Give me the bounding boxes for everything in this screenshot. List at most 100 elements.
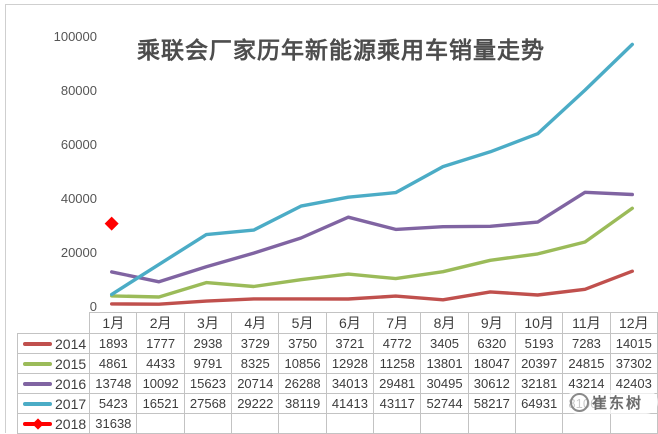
legend-year-label: 2017 <box>55 395 87 412</box>
value-cell-2017-m11: 81067 <box>562 393 611 414</box>
value-cell-2016-m8: 30495 <box>420 373 469 394</box>
month-header-5月: 5月 <box>278 312 327 334</box>
value-cell-2015-m2: 4433 <box>136 353 185 374</box>
table-row-2014: 2014 1893 1777 2938 3729 3750 3721 4772 3405 6320… <box>16 333 658 354</box>
value-cell-2016-m1: 13748 <box>89 373 138 394</box>
legend-year-label: 2015 <box>55 355 87 372</box>
value-cell-2014-m3: 2938 <box>183 333 233 354</box>
legend-year-label: 2016 <box>55 375 87 392</box>
series-line-2014 <box>109 269 634 306</box>
table-corner-blank <box>18 313 90 334</box>
value-cell-2015-m3: 9791 <box>183 353 233 374</box>
value-cell-2017-m12 <box>609 393 658 414</box>
value-cell-2018-m1: 31638 <box>89 413 138 434</box>
value-cell-2017-m5: 38119 <box>278 393 327 414</box>
y-axis-tick-40000: 40000 <box>60 191 97 206</box>
value-cell-2014-m2: 1777 <box>136 333 185 354</box>
legend-year-label: 2018 <box>55 415 87 432</box>
month-header-6月: 6月 <box>325 312 375 334</box>
table-header-row: 1月 2月 3月 4月 5月 6月 7月 8月 9月 10月 11月 12月 <box>18 312 658 334</box>
value-cell-2015-m6: 12928 <box>325 353 375 374</box>
value-cell-2017-m9: 58217 <box>467 393 516 414</box>
legend-line-swatch-2015 <box>23 361 53 366</box>
value-cell-2016-m6: 34013 <box>325 373 375 394</box>
month-header-11月: 11月 <box>562 312 611 334</box>
value-cell-2016-m4: 20714 <box>231 373 280 394</box>
value-cell-2017-m6: 41413 <box>325 393 375 414</box>
table-row-2017: 2017 5423 16521 27568 29222 38119 41413 43117 52… <box>16 393 658 414</box>
value-cell-2016-m5: 26288 <box>278 373 327 394</box>
value-cell-2014-m10: 5193 <box>514 333 564 354</box>
value-cell-2015-m5: 10856 <box>278 353 327 374</box>
value-cell-2016-m11: 43214 <box>562 373 611 394</box>
legend-cell-2014: 2014 <box>16 333 91 354</box>
y-axis-tick-0: 0 <box>89 299 97 314</box>
month-header-3月: 3月 <box>183 312 233 334</box>
value-cell-2016-m10: 32181 <box>514 373 564 394</box>
legend-cell-2017: 2017 <box>16 393 91 414</box>
value-cell-2015-m7: 11258 <box>373 353 422 374</box>
month-header-1月: 1月 <box>89 312 138 334</box>
data-table: 1月 2月 3月 4月 5月 6月 7月 8月 9月 10月 11月 12月 2014 1893 1777 2… <box>16 312 658 434</box>
value-cell-2018-m6 <box>325 413 375 434</box>
legend-line-swatch-2018 <box>23 417 53 430</box>
value-cell-2015-m9: 18047 <box>467 353 516 374</box>
value-cell-2017-m10: 64931 <box>514 393 564 414</box>
value-cell-2015-m10: 20397 <box>514 353 564 374</box>
month-header-12月: 12月 <box>609 312 658 334</box>
value-cell-2014-m6: 3721 <box>325 333 375 354</box>
value-cell-2018-m7 <box>373 413 422 434</box>
y-axis-tick-80000: 80000 <box>60 83 97 98</box>
value-cell-2018-m12 <box>609 413 658 434</box>
month-header-7月: 7月 <box>373 312 422 334</box>
value-cell-2017-m3: 27568 <box>183 393 233 414</box>
value-cell-2015-m12: 37302 <box>609 353 658 374</box>
value-cell-2018-m5 <box>278 413 327 434</box>
value-cell-2014-m5: 3750 <box>278 333 327 354</box>
value-cell-2017-m2: 16521 <box>136 393 185 414</box>
value-cell-2018-m3 <box>183 413 233 434</box>
value-cell-2014-m8: 3405 <box>420 333 469 354</box>
value-cell-2016-m3: 15623 <box>183 373 233 394</box>
series-line-2016 <box>109 190 634 284</box>
value-cell-2017-m4: 29222 <box>231 393 280 414</box>
table-row-2016: 2016 13748 10092 15623 20714 26288 34013 29481 3… <box>16 373 658 394</box>
series-line-2017 <box>109 42 634 297</box>
value-cell-2017-m8: 52744 <box>420 393 469 414</box>
value-cell-2014-m12: 14015 <box>609 333 658 354</box>
legend-cell-2015: 2015 <box>16 353 91 374</box>
value-cell-2014-m11: 7283 <box>562 333 611 354</box>
value-cell-2017-m1: 5423 <box>89 393 138 414</box>
month-header-2月: 2月 <box>136 312 185 334</box>
value-cell-2014-m9: 6320 <box>467 333 516 354</box>
value-cell-2015-m8: 13801 <box>420 353 469 374</box>
y-axis-tick-100000: 100000 <box>53 29 97 44</box>
value-cell-2018-m9 <box>467 413 516 434</box>
value-cell-2016-m7: 29481 <box>373 373 422 394</box>
legend-line-swatch-2014 <box>23 341 53 346</box>
legend-line-swatch-2016 <box>23 381 53 386</box>
legend-cell-2018: 2018 <box>16 413 91 434</box>
value-cell-2018-m8 <box>420 413 469 434</box>
legend-diamond-marker <box>31 417 44 430</box>
value-cell-2014-m7: 4772 <box>373 333 422 354</box>
value-cell-2015-m4: 8325 <box>231 353 280 374</box>
legend-year-label: 2014 <box>55 335 87 352</box>
y-axis-tick-60000: 60000 <box>60 137 97 152</box>
value-cell-2014-m4: 3729 <box>231 333 280 354</box>
value-cell-2018-m4 <box>231 413 280 434</box>
series-diamond-marker-2018 <box>104 216 119 231</box>
value-cell-2014-m1: 1893 <box>89 333 138 354</box>
y-axis-tick-20000: 20000 <box>60 245 97 260</box>
value-cell-2016-m9: 30612 <box>467 373 516 394</box>
value-cell-2018-m10 <box>514 413 564 434</box>
legend-cell-2016: 2016 <box>16 373 91 394</box>
value-cell-2017-m7: 43117 <box>373 393 422 414</box>
value-cell-2016-m2: 10092 <box>136 373 185 394</box>
table-row-2015: 2015 4861 4433 9791 8325 10856 12928 11258 13801… <box>16 353 658 374</box>
month-header-9月: 9月 <box>467 312 516 334</box>
value-cell-2018-m2 <box>136 413 185 434</box>
table-row-2018: 2018 31638 <box>16 413 658 434</box>
